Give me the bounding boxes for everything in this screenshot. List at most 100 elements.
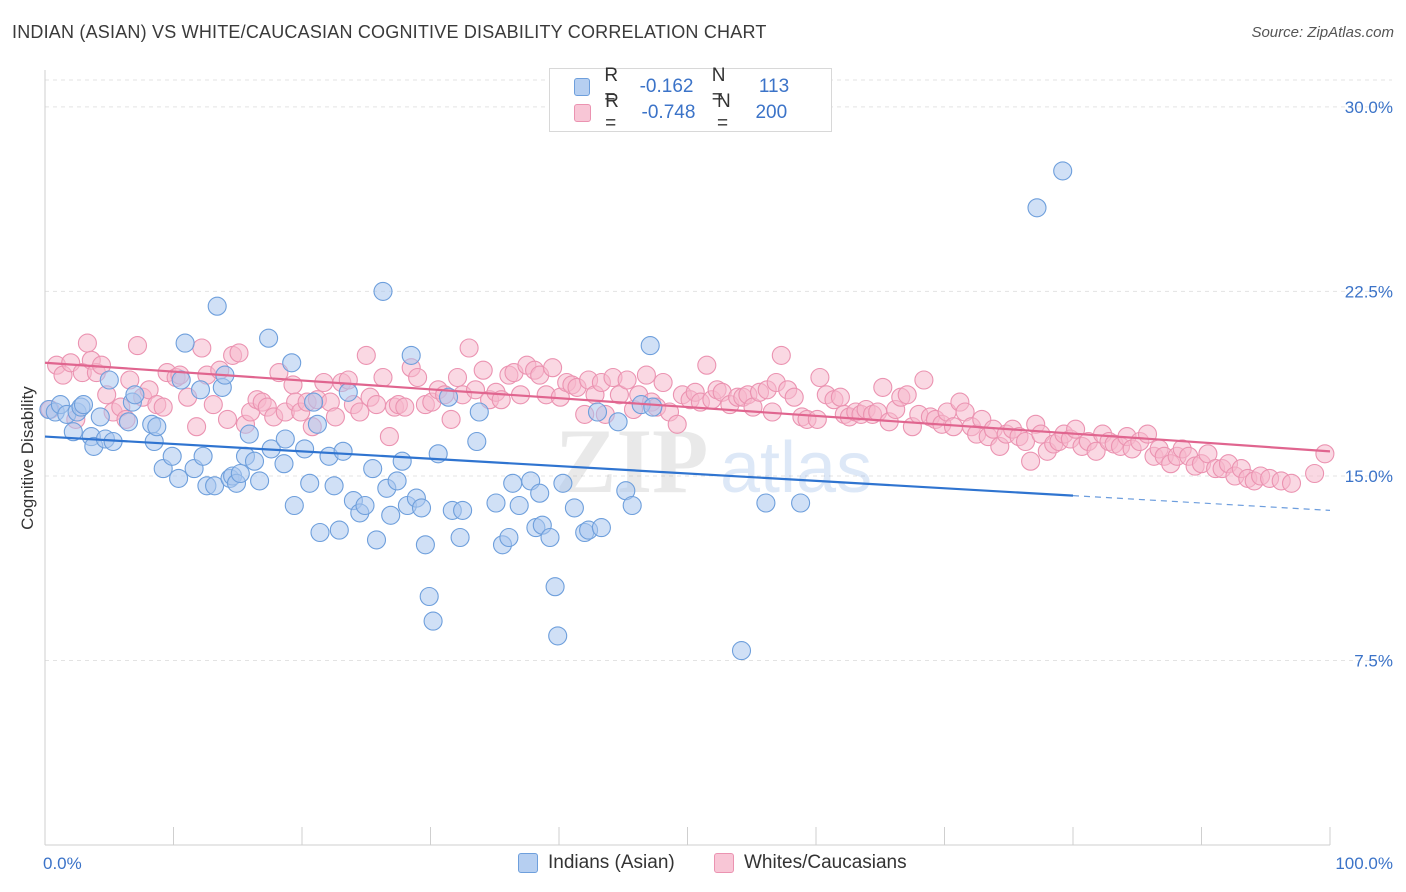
trend-lines [44, 361, 1331, 511]
white-point [807, 409, 827, 429]
white-point [408, 367, 428, 388]
indian-point [373, 281, 393, 301]
white-point [771, 345, 791, 365]
white-point [379, 427, 399, 447]
x-tick-label-max: 100.0% [1335, 854, 1393, 873]
indian-point [99, 370, 119, 390]
legend-n-label: N = [711, 65, 726, 108]
indian-point [250, 471, 270, 491]
indian-point [190, 380, 211, 400]
white-point [810, 367, 830, 388]
indian-point [282, 353, 302, 373]
white-point [1021, 451, 1041, 471]
indian-point [304, 392, 324, 412]
indian-point [530, 483, 550, 503]
indian-point [73, 395, 94, 415]
legend-swatch-pink [574, 104, 592, 122]
white-point [617, 370, 637, 390]
indian-trend-extension [1072, 495, 1331, 511]
indian-point [411, 498, 432, 518]
chart-title: INDIAN (ASIAN) VS WHITE/CAUCASIAN COGNIT… [12, 22, 767, 42]
white-point [914, 370, 934, 390]
white-point [543, 358, 563, 378]
legend-row-whites: R = -0.748 N = 200 [574, 91, 831, 134]
indian-point [125, 385, 145, 405]
indian-point [545, 577, 565, 597]
indian-point [453, 500, 473, 520]
indian-point [553, 473, 573, 493]
legend-item-indians: Indians (Asian) [518, 852, 675, 874]
white-point [373, 367, 393, 388]
white-point [1086, 441, 1106, 461]
indian-point [415, 535, 435, 555]
indian-point [259, 328, 279, 348]
indian-point [401, 345, 421, 365]
indian-point [438, 387, 459, 407]
white-point [1305, 463, 1325, 484]
white-point [269, 363, 289, 383]
indian-point [284, 495, 304, 516]
white-point [830, 387, 850, 407]
indian-point [207, 296, 227, 316]
indian-point [540, 527, 560, 548]
indians-asian-points [39, 161, 1073, 661]
legend-swatch-blue [518, 853, 538, 873]
y-tick-label: 30.0% [1345, 98, 1393, 117]
indian-point [274, 454, 294, 474]
indian-point [756, 493, 776, 513]
indian-point [1027, 198, 1047, 218]
axes [44, 70, 1331, 846]
indian-point [230, 463, 250, 484]
source-label: Source: ZipAtlas.com [1251, 24, 1394, 41]
series-legend: Indians (Asian) Whites/Caucasians [0, 852, 1406, 878]
white-point [459, 338, 479, 358]
indian-point [622, 495, 642, 516]
indian-point [333, 441, 353, 461]
indian-point [423, 611, 443, 631]
legend-item-label: Whites/Caucasians [744, 852, 907, 873]
white-point [447, 367, 468, 388]
legend-r-label: R = [604, 65, 619, 108]
indian-point [548, 626, 568, 646]
white-trend-line [44, 361, 1331, 453]
grid-lines [45, 79, 1392, 661]
indian-point [591, 518, 611, 538]
white-point [203, 395, 223, 415]
indian-point [171, 370, 191, 390]
white-point [187, 417, 207, 437]
indian-point [387, 471, 407, 491]
white-point [395, 397, 415, 417]
legend-swatch-blue [574, 78, 591, 96]
white-point [356, 345, 376, 365]
legend-row-indians: R = -0.162 N = 113 [574, 65, 831, 108]
white-point [667, 414, 687, 434]
indian-point [381, 505, 401, 525]
indian-point [419, 586, 439, 607]
indian-point [467, 431, 487, 452]
indian-point [310, 522, 330, 543]
legend-item-whites: Whites/Caucasians [714, 852, 907, 874]
indian-point [295, 439, 315, 459]
stats-legend: R = -0.162 N = 113 R = -0.748 N = 200 [549, 65, 832, 134]
indian-point [324, 476, 344, 496]
indian-point [90, 407, 110, 427]
white-point [1198, 444, 1218, 464]
white-point [217, 409, 238, 429]
white-point [127, 336, 148, 356]
legend-n-label: N = [717, 91, 731, 134]
y-tick-label: 15.0% [1345, 467, 1393, 486]
y-axis-label: Cognitive Disability [18, 386, 37, 530]
white-point [350, 402, 370, 422]
white-point [784, 387, 804, 407]
indian-point [175, 333, 195, 353]
indian-point [355, 495, 375, 516]
white-point [897, 385, 917, 405]
indian-point [564, 498, 584, 518]
indian-point [275, 429, 295, 449]
indian-point [469, 402, 489, 422]
indian-point [205, 476, 225, 496]
white-point [1281, 473, 1302, 493]
indian-point [587, 402, 608, 422]
y-tick-label: 7.5% [1354, 651, 1393, 670]
